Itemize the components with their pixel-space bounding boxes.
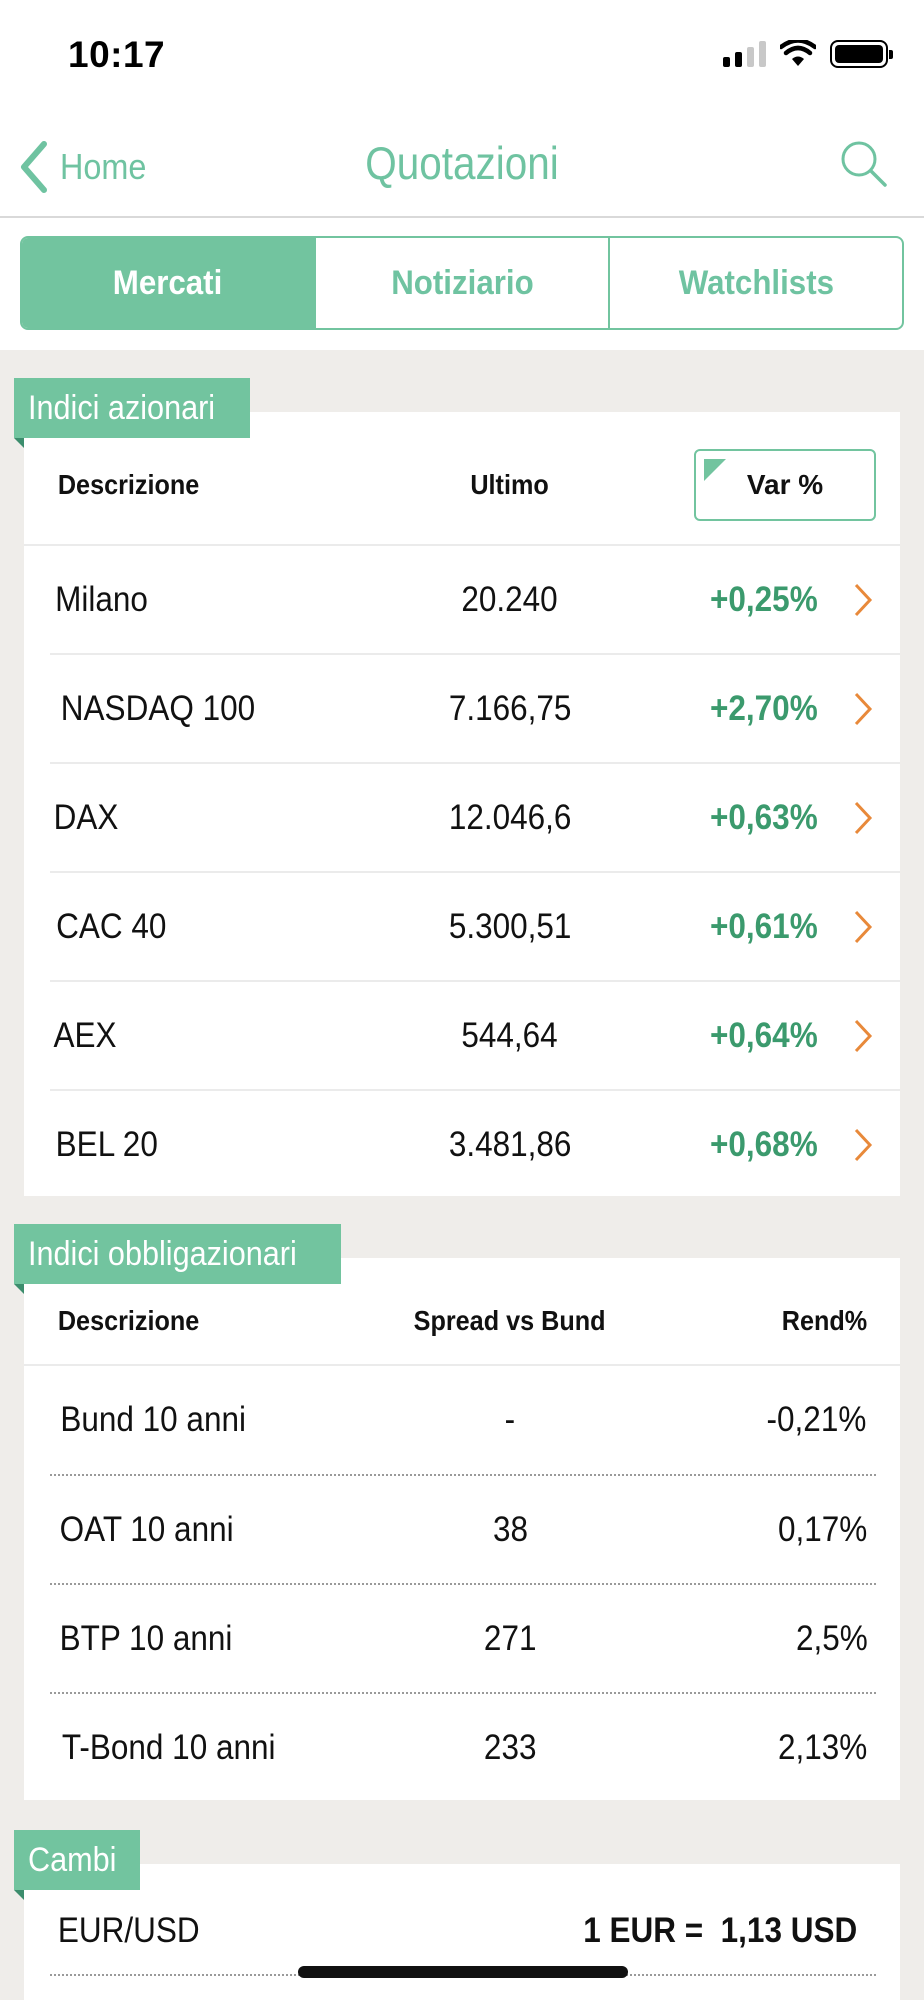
- index-last: 5.300,51: [448, 906, 572, 946]
- chevron-right-icon: [854, 801, 873, 834]
- tab-watchlists[interactable]: Watchlists: [608, 238, 902, 328]
- bond-yield: 0,17%: [777, 1509, 868, 1549]
- equity-card: Descrizione Ultimo Var % Milano 20.240 +…: [24, 412, 900, 1196]
- segmented-tabs: Mercati Notiziario Watchlists: [20, 236, 904, 330]
- header-change: Var %: [746, 469, 824, 500]
- bonds-header-row: Descrizione Spread vs Bund Rend%: [50, 1258, 900, 1364]
- index-change: +2,70%: [710, 688, 819, 728]
- index-name: DAX: [53, 797, 119, 837]
- bond-yield: 2,13%: [777, 1727, 868, 1767]
- fx-card: EUR/USD 1 EUR = 1,13 USD: [24, 1864, 900, 2000]
- table-row[interactable]: BEL 20 3.481,86 +0,68%: [50, 1091, 900, 1198]
- chevron-right-icon: [854, 583, 873, 616]
- status-time: 10:17: [68, 34, 166, 75]
- bond-yield: -0,21%: [766, 1400, 867, 1439]
- index-change: +0,25%: [710, 579, 819, 619]
- section-title-equity: Indici azionari: [14, 378, 250, 448]
- chevron-left-icon: [21, 141, 47, 193]
- fx-pair: EUR/USD: [57, 1911, 200, 1950]
- equity-header-row: Descrizione Ultimo Var %: [50, 412, 900, 544]
- status-icons: [723, 40, 893, 68]
- section-title-bonds: Indici obbligazionari: [14, 1224, 341, 1294]
- index-change: +0,64%: [710, 1015, 819, 1055]
- bond-spread: 38: [492, 1509, 528, 1549]
- back-label: Home: [60, 146, 147, 187]
- header-description: Descrizione: [57, 1305, 200, 1336]
- search-icon: [841, 141, 887, 187]
- index-last: 20.240: [461, 579, 559, 619]
- bond-yield: 2,5%: [796, 1618, 869, 1658]
- bonds-card: Descrizione Spread vs Bund Rend% Bund 10…: [24, 1258, 900, 1800]
- table-row[interactable]: AEX 544,64 +0,64%: [50, 982, 900, 1089]
- table-row[interactable]: BTP 10 anni 271 2,5%: [50, 1585, 900, 1692]
- fx-rate: 1 EUR = 1,13 USD: [582, 1911, 857, 1950]
- index-last: 7.166,75: [448, 688, 572, 728]
- navigation-bar: Home Quotazioni: [0, 110, 924, 218]
- index-name: Milano: [55, 579, 148, 619]
- home-indicator: [298, 1966, 628, 1978]
- header-yield: Rend%: [781, 1305, 868, 1336]
- header-last: Ultimo: [470, 469, 550, 500]
- sort-var-button[interactable]: Var %: [694, 449, 876, 521]
- index-name: CAC 40: [56, 906, 167, 946]
- header-spread: Spread vs Bund: [414, 1305, 606, 1336]
- index-name: AEX: [53, 1015, 117, 1055]
- chevron-right-icon: [854, 1128, 873, 1161]
- back-button[interactable]: Home: [18, 140, 156, 194]
- table-row[interactable]: Milano 20.240 +0,25%: [50, 546, 900, 653]
- table-row[interactable]: Bund 10 anni - -0,21%: [50, 1366, 900, 1474]
- table-row[interactable]: CAC 40 5.300,51 +0,61%: [50, 873, 900, 980]
- chevron-right-icon: [854, 1019, 873, 1052]
- index-name: NASDAQ 100: [60, 688, 256, 728]
- table-row[interactable]: NASDAQ 100 7.166,75 +2,70%: [50, 655, 900, 762]
- bond-name: BTP 10 anni: [59, 1618, 233, 1658]
- page-title: Quotazioni: [365, 137, 559, 189]
- header-description: Descrizione: [57, 469, 200, 500]
- tab-notiziario[interactable]: Notiziario: [314, 238, 608, 328]
- wifi-icon: [780, 40, 816, 66]
- status-bar: 10:17: [0, 0, 924, 110]
- table-row[interactable]: OAT 10 anni 38 0,17%: [50, 1476, 900, 1583]
- index-change: +0,61%: [710, 906, 819, 946]
- bond-name: Bund 10 anni: [60, 1400, 246, 1439]
- index-last: 3.481,86: [448, 1124, 572, 1164]
- bond-spread: 271: [483, 1618, 537, 1658]
- index-last: 12.046,6: [448, 797, 572, 837]
- search-button[interactable]: [838, 138, 888, 193]
- bond-spread: -: [504, 1400, 516, 1439]
- tab-mercati[interactable]: Mercati: [22, 238, 314, 328]
- bond-name: T-Bond 10 anni: [61, 1727, 276, 1767]
- table-row[interactable]: T-Bond 10 anni 233 2,13%: [50, 1694, 900, 1801]
- cellular-signal-icon: [723, 41, 766, 67]
- index-change: +0,63%: [710, 797, 819, 837]
- bond-name: OAT 10 anni: [59, 1509, 234, 1549]
- bond-spread: 233: [483, 1727, 537, 1767]
- table-row[interactable]: DAX 12.046,6 +0,63%: [50, 764, 900, 871]
- index-last: 544,64: [461, 1015, 559, 1055]
- chevron-right-icon: [854, 692, 873, 725]
- index-change: +0,68%: [710, 1124, 819, 1164]
- table-row[interactable]: EUR/USD 1 EUR = 1,13 USD: [50, 1864, 900, 1974]
- chevron-right-icon: [854, 910, 873, 943]
- content-area: Indici azionari Descrizione Ultimo Var %…: [0, 350, 924, 2000]
- index-name: BEL 20: [55, 1124, 158, 1164]
- section-title-fx: Cambi: [14, 1830, 141, 1900]
- battery-icon: [830, 40, 893, 68]
